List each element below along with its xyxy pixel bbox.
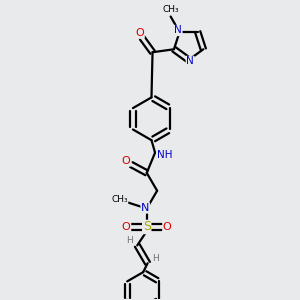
Text: NH: NH xyxy=(157,150,172,160)
Text: N: N xyxy=(174,26,182,35)
Text: S: S xyxy=(143,220,151,233)
Text: N: N xyxy=(141,203,149,213)
Text: O: O xyxy=(122,156,130,166)
Text: H: H xyxy=(153,254,159,263)
Text: O: O xyxy=(135,28,144,38)
Text: CH₃: CH₃ xyxy=(111,195,128,204)
Text: N: N xyxy=(186,56,194,66)
Text: CH₃: CH₃ xyxy=(162,5,179,14)
Text: O: O xyxy=(163,222,172,232)
Text: H: H xyxy=(126,236,133,245)
Text: O: O xyxy=(122,222,130,232)
